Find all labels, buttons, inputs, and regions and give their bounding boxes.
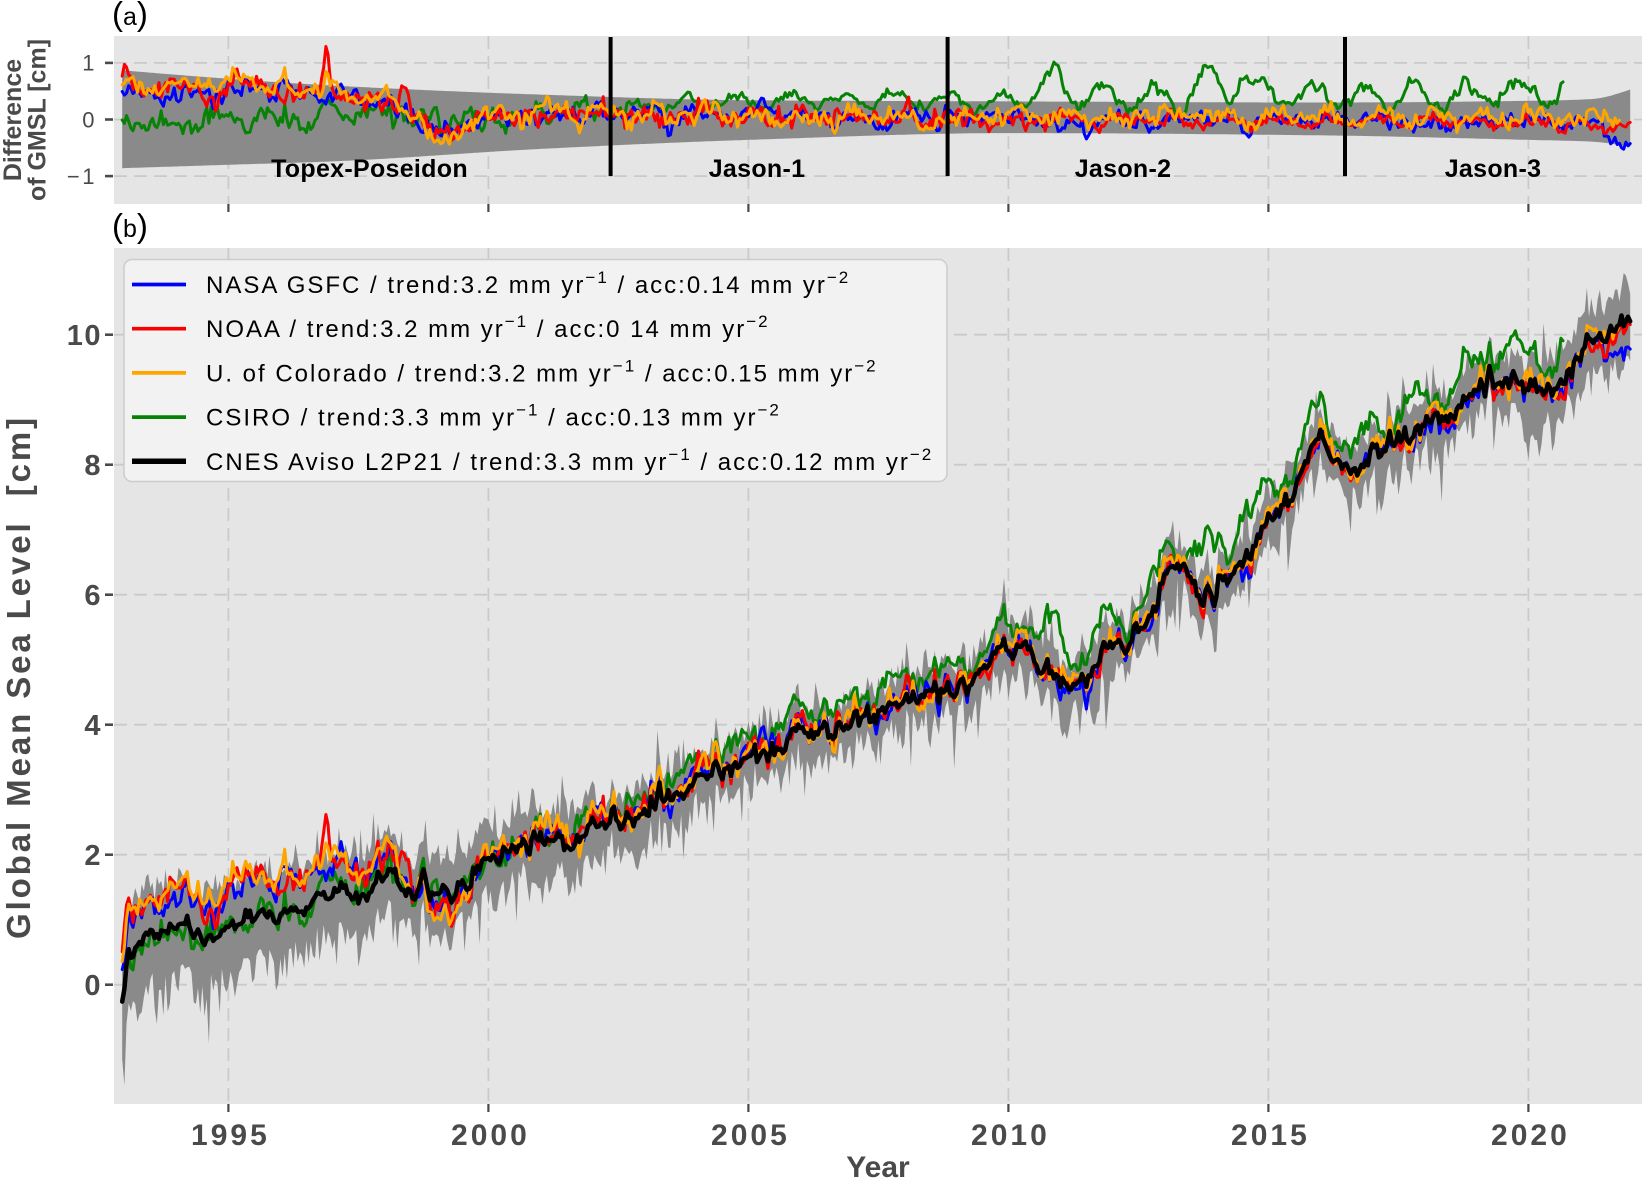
svg-text:2000: 2000 bbox=[451, 1119, 530, 1152]
svg-text:NOAA / trend:3.2 mm yr−1 / acc: NOAA / trend:3.2 mm yr−1 / acc:0 14 mm y… bbox=[206, 312, 770, 343]
svg-text:1: 1 bbox=[82, 51, 97, 76]
svg-text:0: 0 bbox=[84, 970, 102, 1002]
svg-text:2020: 2020 bbox=[1491, 1119, 1570, 1152]
svg-text:Jason-2: Jason-2 bbox=[1075, 155, 1172, 183]
svg-text:Jason-3: Jason-3 bbox=[1445, 155, 1542, 183]
svg-text:(b): (b) bbox=[112, 207, 148, 244]
svg-text:Jason-1: Jason-1 bbox=[709, 155, 806, 183]
svg-text:6: 6 bbox=[84, 580, 102, 612]
svg-text:2010: 2010 bbox=[971, 1119, 1050, 1152]
svg-text:−1: −1 bbox=[67, 164, 97, 189]
svg-text:CNES Aviso L2P21 / trend:3.3 m: CNES Aviso L2P21 / trend:3.3 mm yr−1 / a… bbox=[206, 445, 933, 476]
svg-text:0: 0 bbox=[82, 107, 97, 132]
svg-text:4: 4 bbox=[84, 710, 102, 742]
svg-text:10: 10 bbox=[67, 320, 102, 352]
svg-text:of GMSL [cm]: of GMSL [cm] bbox=[24, 39, 52, 201]
svg-text:Topex-Poseidon: Topex-Poseidon bbox=[271, 155, 468, 183]
svg-text:8: 8 bbox=[84, 450, 102, 482]
svg-text:Global Mean Sea Level [cm]: Global Mean Sea Level [cm] bbox=[0, 415, 37, 939]
svg-text:2005: 2005 bbox=[711, 1119, 790, 1152]
svg-text:2: 2 bbox=[84, 840, 102, 872]
svg-text:Difference: Difference bbox=[0, 59, 27, 181]
svg-text:NASA GSFC / trend:3.2 mm yr−1: NASA GSFC / trend:3.2 mm yr−1 / acc:0.14… bbox=[206, 268, 850, 299]
svg-text:Year: Year bbox=[846, 1151, 910, 1183]
svg-text:2015: 2015 bbox=[1231, 1119, 1310, 1152]
svg-text:U. of Colorado / trend:3.2 mm: U. of Colorado / trend:3.2 mm yr−1 / acc… bbox=[206, 356, 878, 387]
svg-text:CSIRO / trend:3.3 mm yr−1 / ac: CSIRO / trend:3.3 mm yr−1 / acc:0.13 mm … bbox=[206, 401, 781, 432]
svg-text:(a): (a) bbox=[112, 0, 148, 32]
svg-text:1995: 1995 bbox=[191, 1119, 270, 1152]
